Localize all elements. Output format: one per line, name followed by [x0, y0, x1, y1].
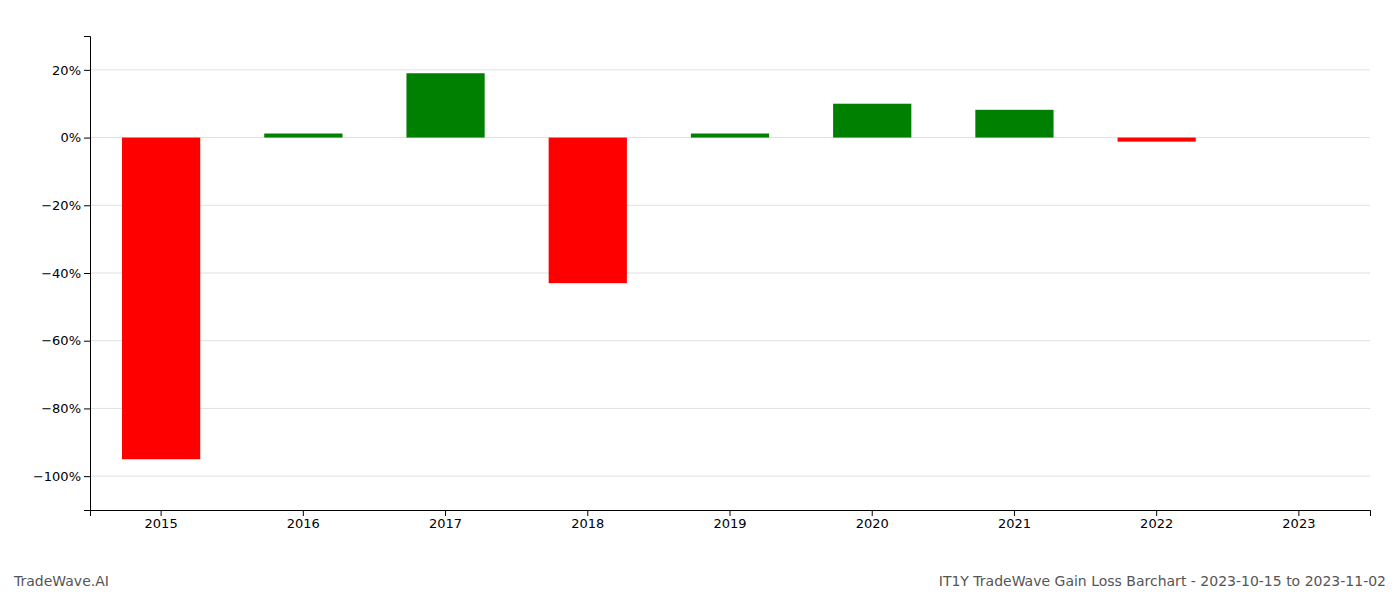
grid-line: [90, 69, 1370, 70]
bar: [264, 134, 342, 138]
bar: [1118, 138, 1196, 142]
x-tick-mark: [872, 510, 873, 516]
plot-area: −100%−80%−60%−40%−20%0%20%20152016201720…: [33, 37, 1371, 532]
x-tick-label: 2018: [571, 516, 604, 531]
grid-line: [90, 205, 1370, 206]
y-tick-mark: [84, 205, 90, 206]
grid-line: [90, 273, 1370, 274]
y-tick-label: −40%: [41, 266, 81, 281]
footer-left: TradeWave.AI: [13, 573, 109, 589]
x-tick-label: 2019: [713, 516, 746, 531]
y-tick: −40%: [41, 266, 90, 281]
grid-line: [90, 476, 1370, 477]
bar: [975, 110, 1053, 138]
x-axis: 2015 2016 2017 2018 2019 2020 2021 2022 2023: [91, 510, 1371, 531]
footer-right: IT1Y TradeWave Gain Loss Barchart - 2023…: [939, 573, 1386, 589]
x-tick: 2020: [856, 510, 889, 531]
x-tick: 2018: [571, 510, 604, 531]
x-tick: 2021: [998, 510, 1031, 531]
y-tick: −80%: [41, 401, 90, 416]
y-axis: −100% −80% −60% −40% −20% 0% 20%: [33, 37, 91, 511]
y-tick-mark: [84, 408, 90, 409]
x-tick-mark: [1156, 510, 1157, 516]
y-tick: −60%: [41, 333, 90, 348]
y-tick-label: −60%: [41, 333, 81, 348]
bar: [406, 73, 484, 137]
x-tick-mark: [445, 510, 446, 516]
x-tick-label: 2016: [287, 516, 320, 531]
y-tick-label: 20%: [52, 63, 81, 78]
x-tick-mark: [1014, 510, 1015, 516]
x-tick: 2019: [713, 510, 746, 531]
x-tick-mark: [303, 510, 304, 516]
y-tick: 20%: [52, 63, 90, 78]
x-tick-mark: [587, 510, 588, 516]
x-tick-mark: [1298, 510, 1299, 516]
x-axis-line: [91, 511, 1371, 517]
y-tick: 0%: [60, 130, 90, 145]
x-tick-label: 2017: [429, 516, 462, 531]
x-tick: 2017: [429, 510, 462, 531]
y-tick-mark: [84, 341, 90, 342]
bar: [1260, 137, 1338, 138]
y-tick-mark: [84, 476, 90, 477]
x-tick-label: 2022: [1140, 516, 1173, 531]
y-axis-line: [84, 37, 91, 511]
x-tick: 2016: [287, 510, 320, 531]
x-tick-mark: [161, 510, 162, 516]
y-tick-label: −80%: [41, 401, 81, 416]
y-tick-mark: [84, 70, 90, 71]
grid-line: [90, 408, 1370, 409]
chart-svg: −100%−80%−60%−40%−20%0%20%20152016201720…: [0, 0, 1400, 600]
y-tick-mark: [84, 273, 90, 274]
y-tick: −20%: [41, 198, 90, 213]
x-tick: 2015: [145, 510, 178, 531]
bar: [122, 138, 200, 460]
bar: [833, 104, 911, 138]
y-tick: −100%: [33, 469, 90, 484]
x-tick: 2023: [1282, 510, 1315, 531]
y-tick-label: −100%: [33, 469, 81, 484]
y-tick-mark: [84, 138, 90, 139]
x-tick-label: 2023: [1282, 516, 1315, 531]
y-tick-label: 0%: [60, 130, 81, 145]
y-tick-label: −20%: [41, 198, 81, 213]
grid-line: [90, 340, 1370, 341]
bar: [691, 134, 769, 138]
bars: [122, 73, 1196, 459]
x-tick-label: 2020: [856, 516, 889, 531]
x-tick-label: 2021: [998, 516, 1031, 531]
x-tick: 2022: [1140, 510, 1173, 531]
grid: [90, 70, 1370, 476]
x-tick-mark: [730, 510, 731, 516]
bar: [549, 138, 627, 284]
x-tick-label: 2015: [145, 516, 178, 531]
